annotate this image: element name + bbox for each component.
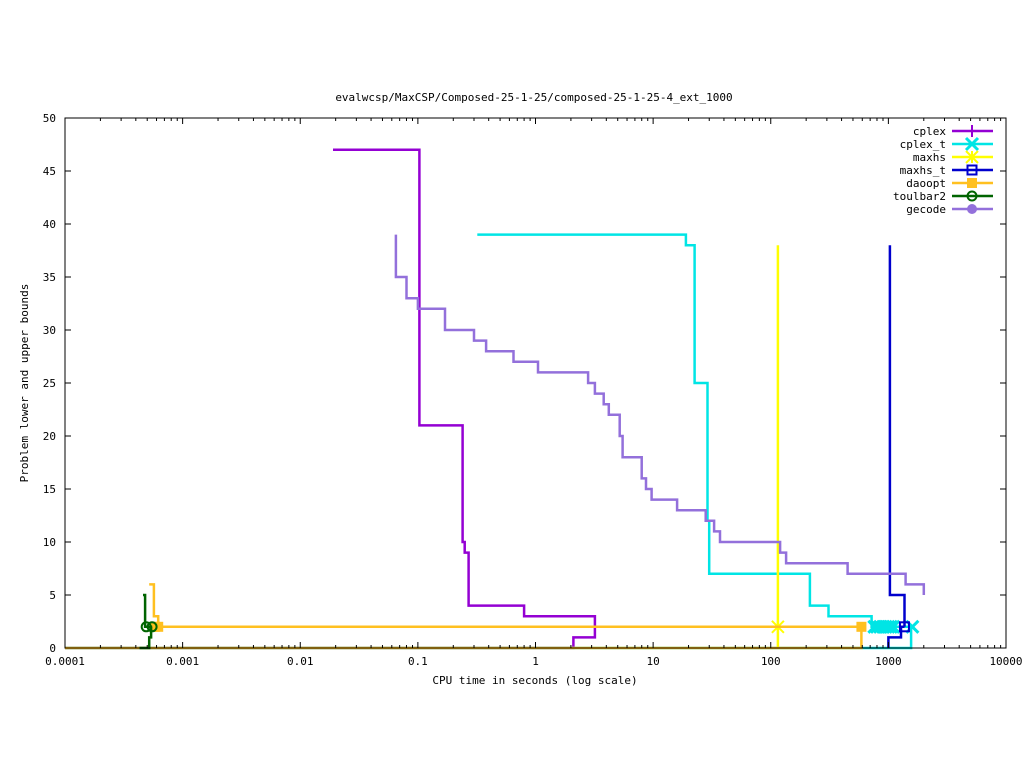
data-point-marker xyxy=(881,619,896,634)
data-point-marker xyxy=(883,619,898,634)
x-tick-label: 0.001 xyxy=(166,655,199,668)
legend-item: cplex xyxy=(913,125,993,138)
x-tick-label: 100 xyxy=(761,655,781,668)
y-tick-label: 5 xyxy=(49,589,56,602)
data-point-marker xyxy=(886,619,901,634)
series-maxhs xyxy=(771,245,785,648)
series-cplex xyxy=(65,148,597,650)
legend-item: toulbar2 xyxy=(893,190,993,203)
y-tick-label: 40 xyxy=(43,218,56,231)
legend-marker xyxy=(966,125,978,137)
x-tick-label: 1000 xyxy=(875,655,902,668)
plot-frame xyxy=(64,117,1007,649)
series-maxhs_t xyxy=(887,245,910,648)
series-gecode xyxy=(394,234,926,595)
legend-label: toulbar2 xyxy=(893,190,946,203)
y-tick-label: 35 xyxy=(43,271,56,284)
legend-marker xyxy=(965,150,979,164)
series-daoopt xyxy=(65,583,867,650)
legend-item: maxhs_t xyxy=(900,164,993,177)
chart-title: evalwcsp/MaxCSP/Composed-25-1-25/compose… xyxy=(335,91,732,104)
y-axis-label: Problem lower and upper bounds xyxy=(18,284,31,483)
data-point-marker xyxy=(856,621,867,632)
y-tick-label: 15 xyxy=(43,483,56,496)
series-line-lower xyxy=(65,625,913,650)
series-line-upper xyxy=(394,234,926,595)
legend-item: gecode xyxy=(906,203,993,216)
legend-item: daoopt xyxy=(906,177,993,190)
x-tick-label: 1 xyxy=(532,655,539,668)
legend-marker xyxy=(966,190,978,202)
legend-item: maxhs xyxy=(913,150,993,164)
legend-marker xyxy=(967,204,977,214)
x-axis-label: CPU time in seconds (log scale) xyxy=(432,674,637,687)
legend-marker xyxy=(967,178,977,188)
axis-ticks: 0.0001 0.001 0.01 0.1 1 10 100 1000 10000 0 5 10 15 2… xyxy=(43,112,1023,668)
data-point-marker xyxy=(898,621,910,633)
series-line-upper xyxy=(477,233,913,629)
series-line-upper xyxy=(149,583,862,629)
data-point-marker xyxy=(146,621,158,633)
plot-area xyxy=(65,148,926,650)
legend-label: maxhs xyxy=(913,151,946,164)
x-tick-label: 0.0001 xyxy=(45,655,85,668)
legend-label: daoopt xyxy=(906,177,946,190)
y-tick-label: 50 xyxy=(43,112,56,125)
x-tick-label: 10 xyxy=(647,655,660,668)
legend: cplexcplex_tmaxhsmaxhs_tdaoopttoulbar2ge… xyxy=(893,125,993,216)
data-point-marker xyxy=(153,621,164,632)
series-line-upper xyxy=(888,245,906,627)
legend-item: cplex_t xyxy=(900,136,993,152)
y-tick-label: 20 xyxy=(43,430,56,443)
y-tick-label: 30 xyxy=(43,324,56,337)
x-tick-label: 0.01 xyxy=(287,655,314,668)
legend-marker xyxy=(964,136,980,152)
legend-label: maxhs_t xyxy=(900,164,946,177)
series-line-lower xyxy=(65,626,863,650)
series-line-upper xyxy=(143,593,153,629)
y-tick-label: 0 xyxy=(49,642,56,655)
x-tick-label: 0.1 xyxy=(408,655,428,668)
data-point-marker xyxy=(140,621,152,633)
y-tick-label: 45 xyxy=(43,165,56,178)
series-cplex_t xyxy=(65,233,920,650)
y-tick-label: 10 xyxy=(43,536,56,549)
y-tick-label: 25 xyxy=(43,377,56,390)
series-line-lower xyxy=(887,625,905,648)
legend-label: cplex_t xyxy=(900,138,946,151)
legend-label: gecode xyxy=(906,203,946,216)
legend-marker xyxy=(966,164,978,176)
series-line-upper xyxy=(333,148,597,627)
legend-label: cplex xyxy=(913,125,946,138)
x-tick-label: 10000 xyxy=(989,655,1022,668)
